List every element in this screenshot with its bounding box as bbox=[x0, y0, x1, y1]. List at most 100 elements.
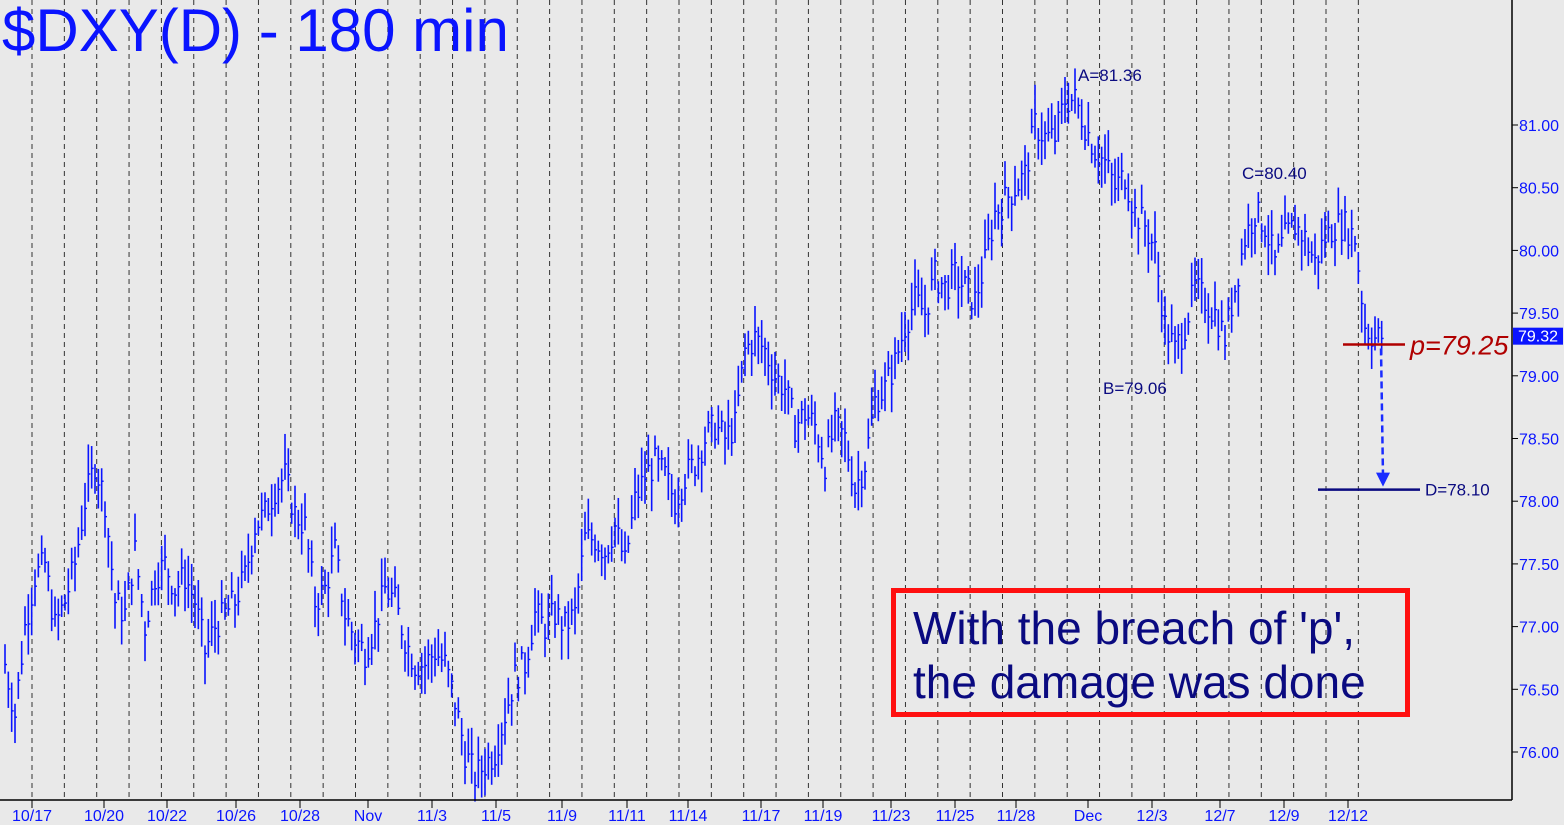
price-bar bbox=[587, 498, 591, 539]
price-bar bbox=[1044, 121, 1047, 160]
price-bar bbox=[614, 517, 617, 548]
x-tick-label: 11/23 bbox=[872, 808, 911, 825]
price-bar bbox=[507, 677, 511, 714]
x-tick-label: 10/22 bbox=[147, 808, 187, 825]
price-bar bbox=[264, 492, 267, 518]
price-bar bbox=[1174, 326, 1177, 364]
price-bar bbox=[617, 497, 621, 545]
price-bar bbox=[1077, 97, 1081, 119]
price-bar bbox=[1090, 143, 1094, 164]
price-bar bbox=[310, 540, 314, 577]
price-bar bbox=[757, 326, 761, 365]
price-bar bbox=[897, 339, 901, 364]
y-tick-label: 77.00 bbox=[1519, 620, 1559, 637]
price-bar bbox=[867, 418, 871, 449]
price-bar bbox=[844, 408, 847, 463]
price-bar bbox=[814, 401, 817, 445]
price-bar bbox=[697, 445, 701, 480]
price-bar bbox=[1067, 82, 1071, 124]
price-bar bbox=[114, 593, 117, 629]
price-bar bbox=[1184, 317, 1187, 350]
price-bar bbox=[970, 302, 974, 320]
price-bar bbox=[1020, 160, 1024, 201]
price-bar bbox=[827, 419, 831, 448]
price-bar bbox=[1250, 218, 1254, 258]
price-bar bbox=[704, 426, 707, 466]
price-bar bbox=[597, 540, 601, 562]
price-bar bbox=[594, 534, 597, 563]
price-bar bbox=[957, 266, 961, 319]
price-bar bbox=[1257, 192, 1261, 223]
price-bar bbox=[237, 576, 241, 616]
price-bar bbox=[537, 590, 541, 633]
price-bar bbox=[167, 568, 171, 606]
price-bar bbox=[994, 182, 997, 230]
price-bar bbox=[274, 483, 277, 517]
price-bar bbox=[1310, 241, 1314, 263]
price-bar bbox=[650, 458, 654, 512]
price-bar bbox=[370, 633, 374, 665]
price-bar bbox=[1117, 156, 1121, 202]
price-bar bbox=[1147, 219, 1151, 273]
price-bar bbox=[97, 468, 101, 509]
price-bar bbox=[117, 580, 121, 601]
price-bar bbox=[560, 616, 564, 660]
price-bar bbox=[1314, 233, 1317, 275]
price-bar bbox=[854, 482, 857, 508]
price-bar bbox=[337, 545, 341, 573]
price-bar bbox=[754, 306, 757, 357]
price-bar bbox=[234, 594, 237, 628]
price-bar bbox=[1114, 158, 1117, 204]
price-bar bbox=[934, 248, 937, 290]
price-bar bbox=[430, 644, 434, 683]
price-bar bbox=[924, 284, 927, 338]
price-bar bbox=[1107, 130, 1111, 174]
x-tick-label: 12/12 bbox=[1328, 808, 1368, 825]
price-bar bbox=[770, 354, 774, 410]
price-bar bbox=[390, 577, 394, 608]
price-bar bbox=[207, 618, 211, 658]
label-c: C=80.40 bbox=[1242, 164, 1307, 183]
price-bar bbox=[707, 410, 711, 433]
price-bar bbox=[680, 488, 684, 522]
price-bar bbox=[684, 473, 687, 506]
price-bar bbox=[187, 555, 191, 609]
price-bar bbox=[1034, 84, 1037, 140]
price-bar bbox=[50, 589, 54, 632]
x-tick-label: 11/3 bbox=[417, 808, 447, 825]
price-bar bbox=[1287, 212, 1291, 234]
price-bar bbox=[1267, 215, 1271, 276]
price-bar bbox=[917, 269, 921, 308]
price-bar bbox=[470, 727, 474, 784]
price-bar bbox=[1074, 68, 1077, 114]
price-bar bbox=[954, 242, 957, 291]
x-tick-label: Dec bbox=[1074, 808, 1102, 825]
price-bar bbox=[434, 637, 437, 677]
x-tick-label: 10/17 bbox=[12, 808, 52, 825]
price-bar bbox=[400, 625, 404, 650]
price-bar bbox=[200, 597, 204, 647]
price-bar bbox=[220, 580, 224, 613]
price-bar bbox=[1140, 184, 1144, 214]
price-bar bbox=[840, 421, 844, 458]
price-bar bbox=[997, 204, 1001, 230]
price-bar bbox=[420, 652, 424, 694]
price-bar bbox=[664, 457, 667, 476]
price-bar bbox=[847, 440, 851, 472]
price-bar bbox=[377, 618, 381, 652]
price-bar bbox=[224, 598, 227, 620]
price-bar bbox=[427, 639, 431, 680]
price-bar bbox=[127, 572, 131, 591]
price-bar bbox=[1327, 210, 1331, 243]
price-bar bbox=[607, 545, 611, 564]
last-price-badge bbox=[1513, 327, 1563, 345]
x-tick-label: 11/14 bbox=[669, 808, 708, 825]
price-bar bbox=[197, 580, 201, 630]
grid-lines bbox=[31, 0, 1359, 800]
price-bar bbox=[40, 535, 44, 565]
price-bar bbox=[357, 629, 361, 663]
price-bar bbox=[937, 281, 941, 304]
price-bar bbox=[907, 319, 911, 361]
price-bar bbox=[1100, 146, 1104, 188]
price-bar bbox=[1334, 222, 1337, 267]
